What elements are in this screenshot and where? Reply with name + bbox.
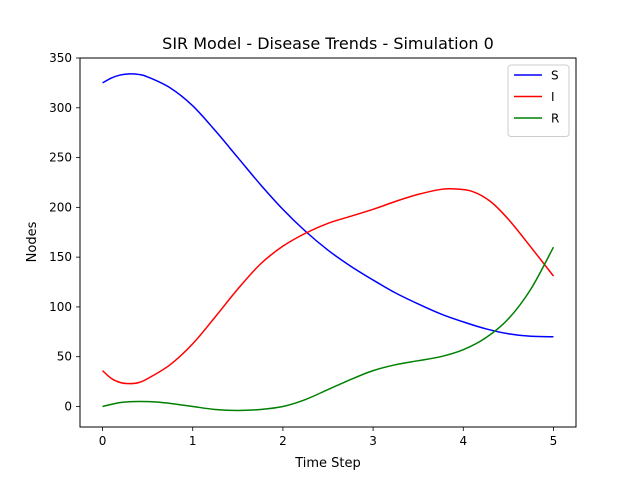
y-tick-label: 100	[49, 300, 72, 314]
series-line-i	[102, 187, 555, 385]
x-tick-label: 3	[369, 434, 377, 448]
series-line-r	[102, 246, 555, 412]
y-tick-label: 300	[49, 101, 72, 115]
x-axis-ticks: 0 1 2 3 4 5	[99, 427, 558, 448]
legend-label-s: S	[551, 69, 559, 83]
legend-label-i: I	[551, 90, 555, 104]
series-lines	[102, 73, 555, 412]
y-tick-label: 250	[49, 151, 72, 165]
y-axis-label: Nodes	[25, 221, 40, 262]
x-tick-label: 4	[459, 434, 467, 448]
x-axis-label: Time Step	[294, 456, 361, 471]
legend: SIR	[507, 64, 570, 137]
chart-title: SIR Model - Disease Trends - Simulation …	[162, 34, 494, 53]
y-tick-label: 150	[49, 250, 72, 264]
y-tick-label: 0	[64, 399, 72, 413]
x-tick-label: 0	[99, 434, 107, 448]
y-tick-label: 350	[49, 51, 72, 65]
legend-label-r: R	[551, 112, 559, 126]
x-tick-label: 5	[550, 434, 558, 448]
x-tick-label: 1	[189, 434, 197, 448]
y-axis-ticks: 0 50 100 150 200 250 300 350	[49, 51, 80, 413]
plot-frame	[79, 57, 577, 428]
y-tick-label: 50	[57, 350, 72, 364]
y-tick-label: 200	[49, 200, 72, 214]
series-line-s	[102, 73, 554, 338]
x-tick-label: 2	[279, 434, 287, 448]
